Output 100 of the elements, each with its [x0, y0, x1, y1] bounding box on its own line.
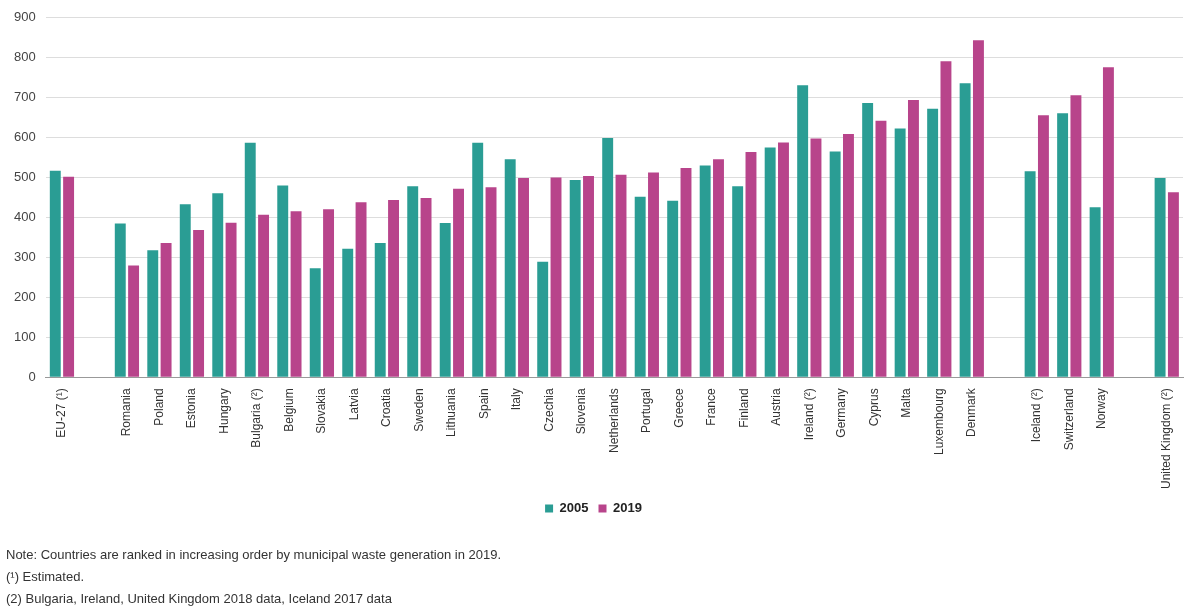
x-tick-label: Slovenia — [574, 387, 589, 435]
y-tick-label: 900 — [13, 9, 36, 25]
text: (¹) Estimated. — [6, 569, 85, 584]
x-tick-label: France — [704, 387, 719, 426]
bar — [1154, 177, 1166, 377]
bar — [160, 243, 172, 377]
bar — [179, 204, 191, 377]
text: (2) Bulgaria, Ireland, United Kingdom 2018 data, Iceland 2017 data — [6, 591, 393, 606]
bar — [797, 85, 809, 377]
x-tick-label: Malta — [899, 387, 914, 418]
bar — [1102, 67, 1114, 377]
bar — [615, 174, 627, 377]
bar — [550, 177, 562, 377]
bar — [875, 120, 887, 377]
bar — [634, 196, 646, 377]
x-tick-label: Portugal — [639, 388, 654, 433]
bar — [49, 170, 61, 377]
x-tick-label: Germany — [834, 388, 849, 438]
bar — [1024, 171, 1036, 377]
x-tick-label: Iceland (²) — [1029, 388, 1044, 443]
x-tick-label: Hungary — [216, 388, 231, 434]
bar — [764, 147, 776, 377]
bar — [1089, 207, 1101, 377]
bar — [128, 265, 140, 377]
bar — [258, 214, 270, 377]
bar — [648, 172, 659, 377]
y-tick-label: 700 — [13, 89, 36, 105]
x-tick-label: Ireland (²) — [801, 388, 816, 441]
x-tick-label: Slovakia — [314, 387, 329, 434]
bar — [927, 108, 939, 377]
bar — [374, 243, 386, 377]
x-tick-label: Greece — [671, 387, 686, 428]
bar — [277, 185, 289, 377]
bar — [745, 152, 757, 377]
x-tick-label: Estonia — [184, 387, 199, 429]
x-tick-label: Belgium — [281, 388, 296, 432]
y-tick-label: 800 — [13, 49, 36, 65]
y-tick-label: 300 — [13, 249, 36, 265]
bar — [323, 209, 335, 377]
x-tick-label: Luxembourg — [931, 388, 946, 456]
y-tick-label: 0 — [28, 368, 36, 384]
bar — [290, 211, 302, 377]
bar — [1167, 192, 1179, 377]
bar — [959, 83, 971, 377]
bar — [537, 261, 549, 377]
x-tick-label: Bulgaria (²) — [249, 388, 264, 448]
y-tick-label: 100 — [13, 328, 36, 344]
x-tick-label: Czechia — [541, 387, 556, 432]
bar — [114, 223, 126, 377]
y-tick-label: 400 — [13, 209, 36, 225]
x-tick-label: Lithuania — [444, 387, 459, 438]
bar — [472, 142, 484, 377]
bar — [439, 223, 451, 377]
bar — [713, 159, 724, 377]
bar — [147, 250, 159, 377]
x-tick-label: Latvia — [346, 387, 361, 421]
bar — [1070, 95, 1082, 377]
bar — [894, 128, 906, 377]
bar — [732, 186, 744, 377]
x-tick-label: Sweden — [411, 388, 426, 432]
bar — [212, 193, 224, 377]
x-tick-label: EU-27 (¹) — [54, 388, 69, 438]
bar — [63, 176, 75, 377]
y-tick-label: 600 — [13, 129, 36, 145]
bar — [518, 177, 529, 377]
bar — [453, 188, 464, 377]
bar — [309, 268, 321, 377]
x-tick-label: Spain — [476, 388, 491, 419]
bar — [829, 151, 841, 377]
x-tick-label: Cyprus — [866, 388, 881, 427]
x-tick-label: United Kingdom (²) — [1159, 388, 1174, 490]
x-tick-label: Austria — [769, 387, 784, 426]
bar — [602, 138, 614, 377]
legend-label: 2019 — [613, 500, 642, 516]
bar — [680, 167, 692, 377]
text: Note: Countries are ranked in increasing order by municipal waste generation in 2019. — [6, 547, 502, 562]
bar — [485, 187, 497, 377]
x-tick-label: Finland — [736, 388, 751, 428]
bar — [244, 142, 256, 377]
bar — [225, 222, 237, 377]
x-tick-label: Norway — [1094, 388, 1109, 429]
y-tick-label: 200 — [13, 288, 36, 304]
bar — [862, 102, 874, 377]
bar — [810, 138, 822, 377]
x-tick-label: Denmark — [964, 387, 979, 437]
bar — [388, 199, 400, 377]
x-tick-label: Romania — [119, 387, 134, 437]
bar — [420, 197, 432, 377]
bar — [908, 100, 919, 377]
bar — [355, 202, 367, 377]
bar — [699, 165, 711, 377]
bar — [342, 248, 354, 377]
x-tick-label: Netherlands — [606, 388, 621, 454]
bar — [972, 40, 984, 377]
bar — [940, 61, 952, 377]
bar — [778, 142, 789, 377]
bar — [843, 134, 854, 377]
bar — [583, 175, 594, 377]
bar — [667, 200, 679, 377]
x-tick-label: Croatia — [379, 387, 394, 427]
